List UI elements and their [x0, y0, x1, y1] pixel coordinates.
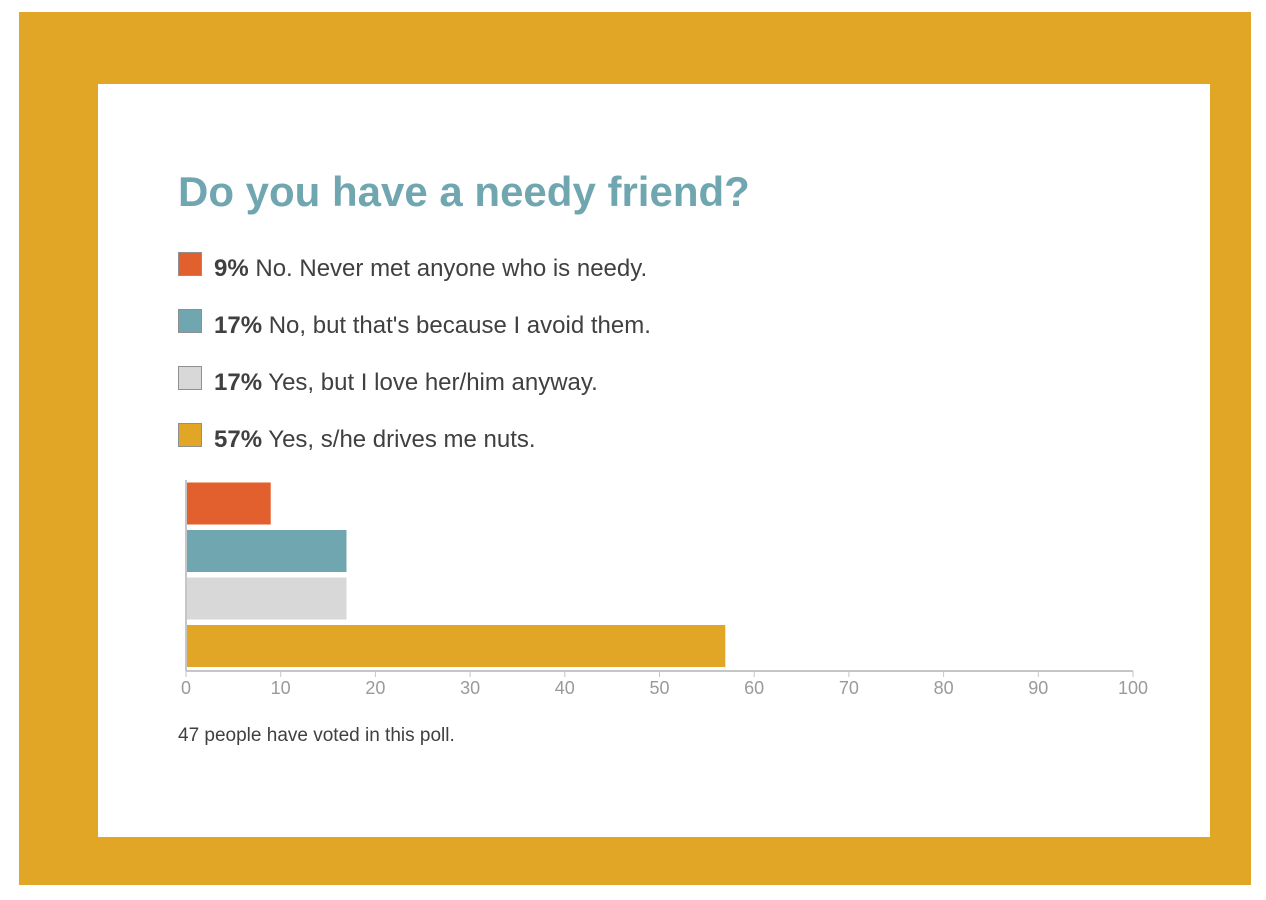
- page-frame: Do you have a needy friend? 9% No. Never…: [19, 12, 1251, 885]
- option-swatch: [178, 423, 202, 447]
- option-swatch: [178, 366, 202, 390]
- poll-title: Do you have a needy friend?: [178, 168, 750, 215]
- chart-bar: [185, 529, 348, 573]
- option-label: No. Never met anyone who is needy.: [255, 255, 648, 282]
- x-tick-label: 90: [1028, 678, 1048, 698]
- option-percent: 17%: [214, 312, 263, 339]
- x-tick-label: 10: [271, 678, 291, 698]
- option-percent: 17%: [214, 369, 263, 396]
- option-label: Yes, but I love her/him anyway.: [268, 369, 598, 396]
- option-label: Yes, s/he drives me nuts.: [268, 426, 536, 453]
- x-tick-label: 60: [744, 678, 764, 698]
- x-tick-label: 70: [839, 678, 859, 698]
- x-tick-label: 80: [934, 678, 954, 698]
- x-tick-label: 50: [649, 678, 669, 698]
- x-tick-label: 30: [460, 678, 480, 698]
- x-tick-label: 20: [365, 678, 385, 698]
- option-text: 9% No. Never met anyone who is needy.: [214, 253, 647, 285]
- option-swatch: [178, 309, 202, 333]
- option-percent: 9%: [214, 255, 249, 282]
- chart-bar: [185, 481, 272, 526]
- vote-count-text: 47 people have voted in this poll.: [178, 725, 455, 746]
- chart-bar: [185, 624, 727, 668]
- poll-card: Do you have a needy friend? 9% No. Never…: [98, 84, 1210, 837]
- option-text: 57% Yes, s/he drives me nuts.: [214, 424, 536, 456]
- results-bar-chart: 0 10 20 30 40 50 60 70 80 90 100: [181, 480, 1148, 698]
- x-tick-label: 100: [1118, 678, 1148, 698]
- x-tick-label: 0: [181, 678, 191, 698]
- option-text: 17% Yes, but I love her/him anyway.: [214, 367, 598, 399]
- x-tick-label: 40: [555, 678, 575, 698]
- chart-bar: [185, 576, 348, 621]
- option-percent: 57%: [214, 426, 263, 453]
- option-swatch: [178, 252, 202, 276]
- option-label: No, but that's because I avoid them.: [268, 312, 651, 339]
- option-text: 17% No, but that's because I avoid them.: [214, 310, 651, 342]
